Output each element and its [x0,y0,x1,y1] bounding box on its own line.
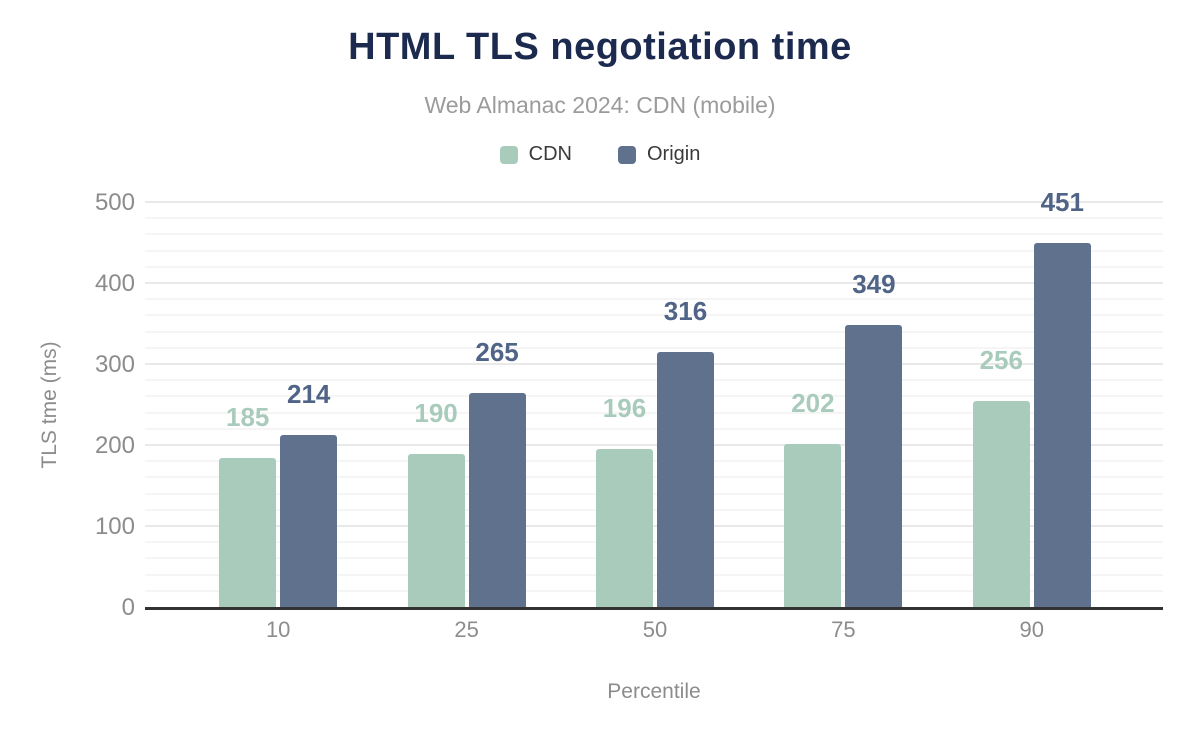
legend-label-origin: Origin [646,143,701,165]
chart-title: HTML TLS negotiation time [348,26,852,68]
origin-series-swatch-icon [617,145,636,164]
gridline-160 [145,476,1163,479]
gridline-140 [145,492,1163,495]
value-label-cdn-p25: 190 [414,398,458,429]
gridline-420 [145,265,1163,268]
y-tick-label-400: 400 [94,270,135,297]
bar-cdn-p10 [219,458,277,608]
cdn-series-swatch-icon [499,145,518,164]
gridline-40 [145,573,1163,576]
bar-origin-p50 [657,352,714,608]
value-label-origin-p90: 451 [1040,186,1084,217]
value-label-cdn-p50: 196 [602,393,647,424]
y-tick-label-300: 300 [94,351,135,378]
x-tick-label-90: 90 [1019,617,1045,642]
bar-cdn-p50 [596,449,653,608]
gridline-400 [145,282,1163,284]
value-label-origin-p10: 214 [286,378,331,409]
value-label-cdn-p75: 202 [791,388,835,419]
bar-cdn-p75 [784,444,842,608]
gridline-80 [145,541,1163,544]
y-tick-label-200: 200 [94,432,135,459]
legend-item-cdn[interactable]: CDN [499,143,572,166]
gridline-340 [145,330,1163,333]
gridline-500 [145,201,1163,203]
y-tick-label-100: 100 [94,513,135,540]
value-label-cdn-p90: 256 [979,344,1023,375]
bar-origin-p90 [1033,242,1091,608]
gridline-280 [145,379,1163,382]
value-label-origin-p25: 265 [475,337,519,368]
gridline-240 [145,411,1163,414]
gridline-380 [145,298,1163,301]
gridline-360 [145,314,1163,317]
gridline-220 [145,427,1163,430]
gridline-180 [145,460,1163,463]
x-tick-label-50: 50 [642,617,668,642]
gridline-120 [145,508,1163,511]
gridline-480 [145,217,1163,220]
value-label-origin-p50: 316 [663,296,708,327]
bar-cdn-p25 [407,454,465,608]
gridline-100 [145,525,1163,527]
y-tick-label-500: 500 [94,189,135,216]
value-label-cdn-p10: 185 [225,402,270,433]
gridline-460 [145,233,1163,236]
bar-origin-p10 [280,434,338,608]
value-label-origin-p75: 349 [852,269,896,300]
gridline-200 [145,444,1163,446]
x-tick-label-75: 75 [831,617,856,642]
bar-origin-p25 [468,393,526,608]
x-tick-label-25: 25 [454,617,479,642]
gridline-60 [145,557,1163,560]
y-tick-label-0: 0 [121,594,135,621]
legend: CDN Origin [0,143,1200,166]
legend-label-cdn: CDN [528,143,572,165]
x-axis-title: Percentile [607,680,701,703]
bar-origin-p75 [845,325,903,608]
bar-cdn-p90 [972,400,1030,608]
gridline-260 [145,395,1163,398]
legend-item-origin[interactable]: Origin [617,143,701,166]
gridline-300 [145,363,1163,365]
chart-subtitle: Web Almanac 2024: CDN (mobile) [424,92,776,118]
gridline-320 [145,346,1163,349]
x-axis-line [145,607,1163,610]
x-tick-label-10: 10 [265,617,291,642]
gridline-20 [145,589,1163,592]
gridline-440 [145,249,1163,252]
plot-area: 185 214 190 265 196 316 202 349 256 451 [145,189,1163,610]
